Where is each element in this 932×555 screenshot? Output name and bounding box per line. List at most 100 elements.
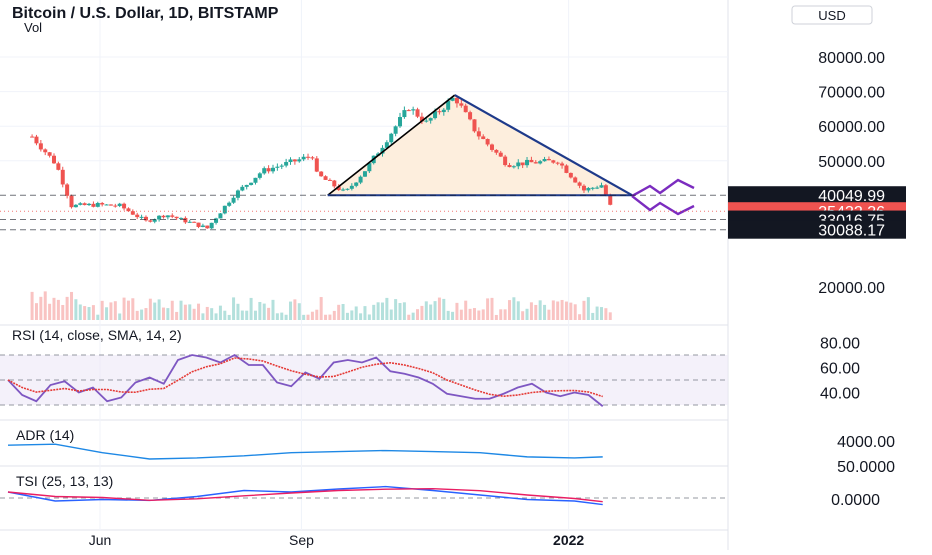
volume-bar — [183, 304, 187, 320]
volume-bar — [367, 314, 371, 320]
volume-bar — [586, 297, 590, 320]
candle — [402, 110, 407, 118]
volume-bar — [39, 296, 43, 320]
volume-bar — [508, 300, 512, 320]
candle — [389, 133, 394, 143]
volume-bar — [105, 307, 109, 320]
bearish-projection-path[interactable] — [631, 195, 695, 216]
volume-bar — [411, 312, 415, 320]
candle — [384, 142, 389, 148]
volume-bar — [197, 303, 201, 320]
candle — [468, 112, 473, 120]
candle — [516, 162, 521, 167]
volume-bar — [534, 304, 538, 320]
candle — [135, 214, 140, 218]
candle — [437, 111, 442, 113]
candle — [551, 160, 556, 163]
volume-bar — [267, 307, 271, 320]
x-tick-label: Sep — [289, 532, 314, 548]
price-tick-label: 70000.00 — [818, 85, 885, 102]
volume-bar — [389, 309, 393, 320]
volume-bar — [100, 300, 104, 320]
candle — [533, 162, 538, 164]
currency-button[interactable]: USD — [791, 5, 873, 25]
price-tick-label: 20000.00 — [818, 280, 885, 297]
volume-bar — [512, 297, 516, 320]
volume-bar — [503, 309, 507, 320]
candle — [380, 147, 385, 154]
candle — [244, 184, 249, 187]
candle — [249, 182, 254, 185]
price-level-badge — [728, 186, 906, 205]
candle — [170, 215, 175, 217]
volume-bar — [205, 306, 209, 320]
volume-bar — [258, 301, 262, 320]
candle — [161, 215, 166, 218]
volume-bar — [499, 309, 503, 320]
candle — [463, 105, 468, 113]
candle — [65, 184, 70, 196]
candle — [310, 157, 315, 159]
candle — [157, 215, 162, 220]
candle — [415, 109, 420, 117]
candle — [450, 97, 455, 101]
volume-bar — [293, 299, 297, 320]
candle — [599, 185, 604, 188]
descending-trendline[interactable] — [454, 94, 633, 197]
volume-bar — [245, 310, 249, 320]
volume-bar — [354, 306, 358, 320]
volume-bar — [83, 306, 87, 320]
candle — [284, 162, 289, 166]
candle — [227, 202, 232, 206]
candle — [73, 204, 78, 208]
bullish-projection-path[interactable] — [631, 178, 695, 198]
tsi-line — [7, 485, 603, 506]
candle — [485, 139, 490, 145]
candle — [393, 126, 398, 134]
volume-bar — [236, 303, 240, 320]
candle — [564, 165, 569, 173]
candle — [183, 217, 188, 223]
volume-bar — [363, 306, 367, 320]
candle — [104, 204, 109, 206]
volume-bar — [218, 305, 222, 320]
candle — [314, 158, 319, 172]
candle — [507, 165, 512, 168]
candle — [327, 179, 332, 181]
volume-bar — [372, 304, 376, 320]
candle — [297, 159, 302, 162]
volume-bar — [424, 301, 428, 320]
candle — [367, 163, 372, 172]
candle — [240, 186, 245, 191]
candle — [126, 208, 131, 212]
volume-bar — [135, 310, 139, 320]
price-level-label: 30088.17 — [818, 223, 885, 240]
volume-bar — [56, 299, 60, 320]
volume-bar — [306, 314, 310, 320]
volume-bar — [319, 297, 323, 320]
volume-bar — [472, 308, 476, 320]
volume-bar — [437, 297, 441, 320]
candle — [279, 165, 284, 167]
volume-bar — [118, 313, 122, 320]
volume-bar — [240, 310, 244, 320]
candle — [174, 216, 179, 219]
ascending-trendline[interactable] — [327, 94, 456, 196]
volume-bar — [253, 310, 257, 320]
candle — [257, 173, 262, 178]
volume-bar — [280, 312, 284, 320]
volume-bar — [468, 308, 472, 320]
candle — [301, 156, 306, 160]
candle — [214, 218, 219, 223]
volume-bar — [48, 303, 52, 320]
volume-bar — [144, 308, 148, 320]
candle — [586, 188, 591, 191]
volume-bar — [591, 312, 595, 320]
candle — [43, 149, 48, 153]
candle — [69, 195, 74, 208]
volume-bar — [337, 304, 341, 320]
candle — [454, 97, 459, 104]
volume-bar — [223, 310, 227, 320]
